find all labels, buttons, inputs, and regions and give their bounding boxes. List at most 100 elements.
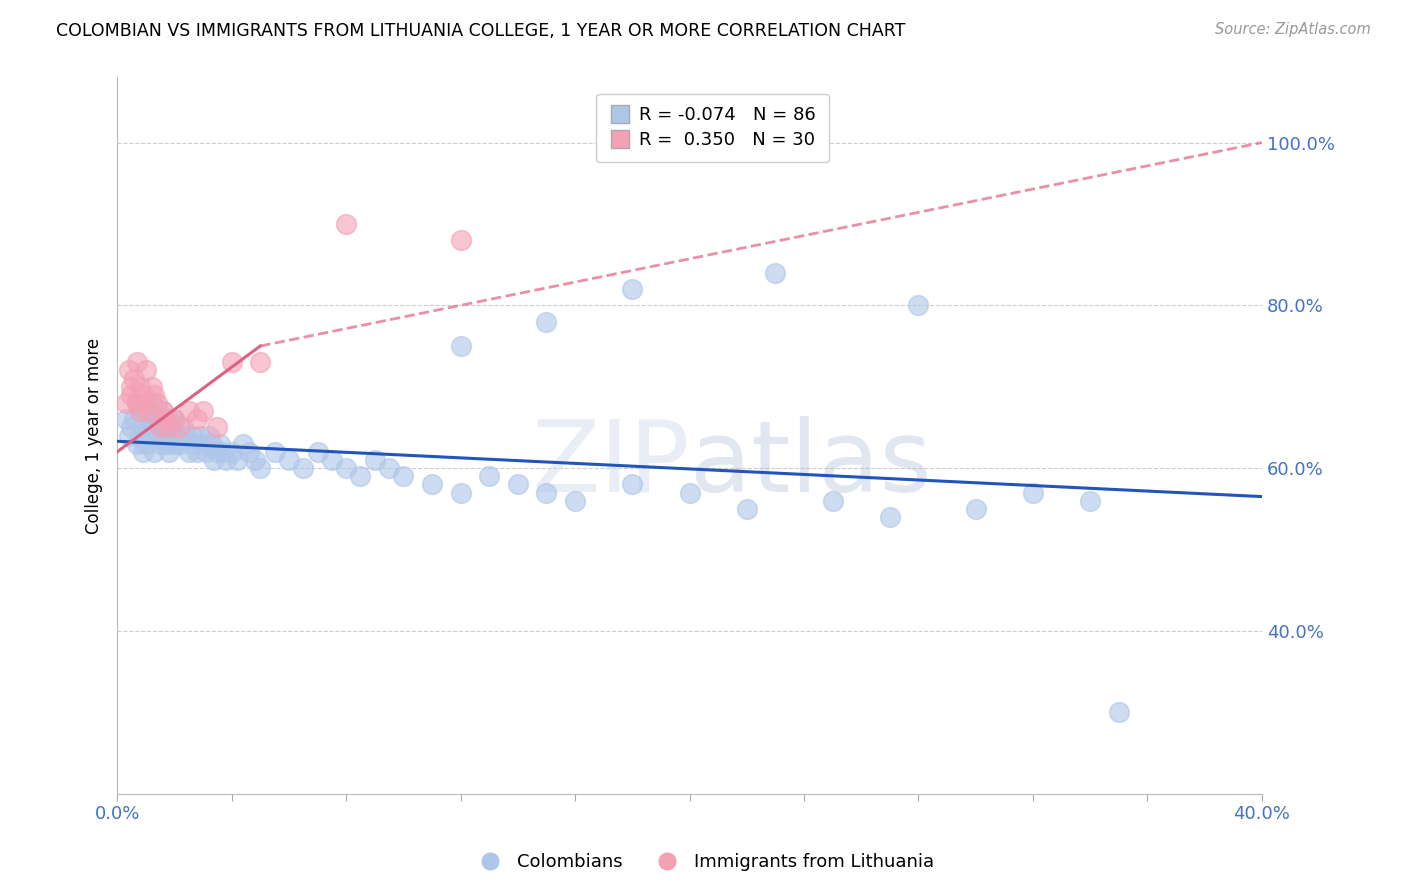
Point bbox=[621, 477, 644, 491]
Point bbox=[160, 428, 183, 442]
Point bbox=[132, 420, 155, 434]
Point bbox=[127, 396, 149, 410]
Point bbox=[174, 428, 197, 442]
Y-axis label: College, 1 year or more: College, 1 year or more bbox=[86, 337, 103, 533]
Point bbox=[232, 436, 254, 450]
Point bbox=[335, 217, 357, 231]
Point bbox=[129, 428, 152, 442]
Point bbox=[621, 282, 644, 296]
Point bbox=[226, 453, 249, 467]
Point bbox=[197, 428, 219, 442]
Point bbox=[127, 436, 149, 450]
Point bbox=[169, 420, 191, 434]
Point bbox=[132, 388, 155, 402]
Point bbox=[243, 453, 266, 467]
Text: Source: ZipAtlas.com: Source: ZipAtlas.com bbox=[1215, 22, 1371, 37]
Point bbox=[146, 428, 169, 442]
Point bbox=[152, 404, 174, 418]
Legend: R = -0.074   N = 86, R =  0.350   N = 30: R = -0.074 N = 86, R = 0.350 N = 30 bbox=[596, 94, 828, 162]
Point bbox=[132, 445, 155, 459]
Point bbox=[364, 453, 387, 467]
Point bbox=[177, 404, 200, 418]
Point bbox=[186, 445, 208, 459]
Point bbox=[879, 510, 901, 524]
Point bbox=[157, 445, 180, 459]
Point bbox=[121, 388, 143, 402]
Point bbox=[221, 445, 243, 459]
Point bbox=[172, 420, 194, 434]
Point bbox=[207, 420, 229, 434]
Point bbox=[536, 315, 558, 329]
Point bbox=[152, 404, 174, 418]
Point bbox=[114, 412, 136, 426]
Point bbox=[249, 461, 271, 475]
Point bbox=[392, 469, 415, 483]
Point bbox=[191, 404, 214, 418]
Point bbox=[194, 445, 217, 459]
Point bbox=[155, 420, 177, 434]
Point bbox=[1078, 493, 1101, 508]
Point bbox=[124, 412, 146, 426]
Point bbox=[143, 445, 166, 459]
Point bbox=[292, 461, 315, 475]
Point bbox=[163, 412, 186, 426]
Point bbox=[450, 485, 472, 500]
Point bbox=[129, 404, 152, 418]
Point bbox=[177, 445, 200, 459]
Point bbox=[141, 396, 163, 410]
Point bbox=[157, 420, 180, 434]
Point bbox=[678, 485, 700, 500]
Legend: Colombians, Immigrants from Lithuania: Colombians, Immigrants from Lithuania bbox=[464, 847, 942, 879]
Point bbox=[821, 493, 844, 508]
Point bbox=[152, 428, 174, 442]
Point bbox=[155, 412, 177, 426]
Point bbox=[141, 380, 163, 394]
Point bbox=[907, 298, 929, 312]
Point bbox=[135, 404, 157, 418]
Point bbox=[506, 477, 529, 491]
Point bbox=[138, 412, 160, 426]
Point bbox=[215, 453, 238, 467]
Text: COLOMBIAN VS IMMIGRANTS FROM LITHUANIA COLLEGE, 1 YEAR OR MORE CORRELATION CHART: COLOMBIAN VS IMMIGRANTS FROM LITHUANIA C… bbox=[56, 22, 905, 40]
Point bbox=[141, 428, 163, 442]
Point bbox=[163, 412, 186, 426]
Point bbox=[349, 469, 371, 483]
Point bbox=[180, 428, 202, 442]
Point bbox=[114, 396, 136, 410]
Point bbox=[163, 436, 186, 450]
Point bbox=[420, 477, 443, 491]
Point bbox=[135, 436, 157, 450]
Point bbox=[263, 445, 285, 459]
Point bbox=[186, 412, 208, 426]
Point bbox=[204, 453, 226, 467]
Point bbox=[117, 428, 139, 442]
Text: atlas: atlas bbox=[689, 416, 931, 513]
Point bbox=[183, 436, 205, 450]
Point bbox=[335, 461, 357, 475]
Point bbox=[209, 436, 232, 450]
Point bbox=[1022, 485, 1045, 500]
Point bbox=[307, 445, 329, 459]
Point bbox=[121, 380, 143, 394]
Point bbox=[277, 453, 299, 467]
Point bbox=[143, 420, 166, 434]
Point bbox=[138, 404, 160, 418]
Point bbox=[965, 501, 987, 516]
Point bbox=[135, 363, 157, 377]
Point bbox=[129, 404, 152, 418]
Text: ZIP: ZIP bbox=[531, 416, 689, 513]
Point bbox=[160, 420, 183, 434]
Point bbox=[146, 396, 169, 410]
Point bbox=[188, 428, 211, 442]
Point bbox=[127, 355, 149, 369]
Point bbox=[143, 388, 166, 402]
Point bbox=[169, 436, 191, 450]
Point bbox=[238, 445, 260, 459]
Point bbox=[138, 420, 160, 434]
Point bbox=[149, 436, 172, 450]
Point bbox=[212, 445, 235, 459]
Point bbox=[191, 436, 214, 450]
Point bbox=[536, 485, 558, 500]
Point bbox=[450, 339, 472, 353]
Point bbox=[117, 363, 139, 377]
